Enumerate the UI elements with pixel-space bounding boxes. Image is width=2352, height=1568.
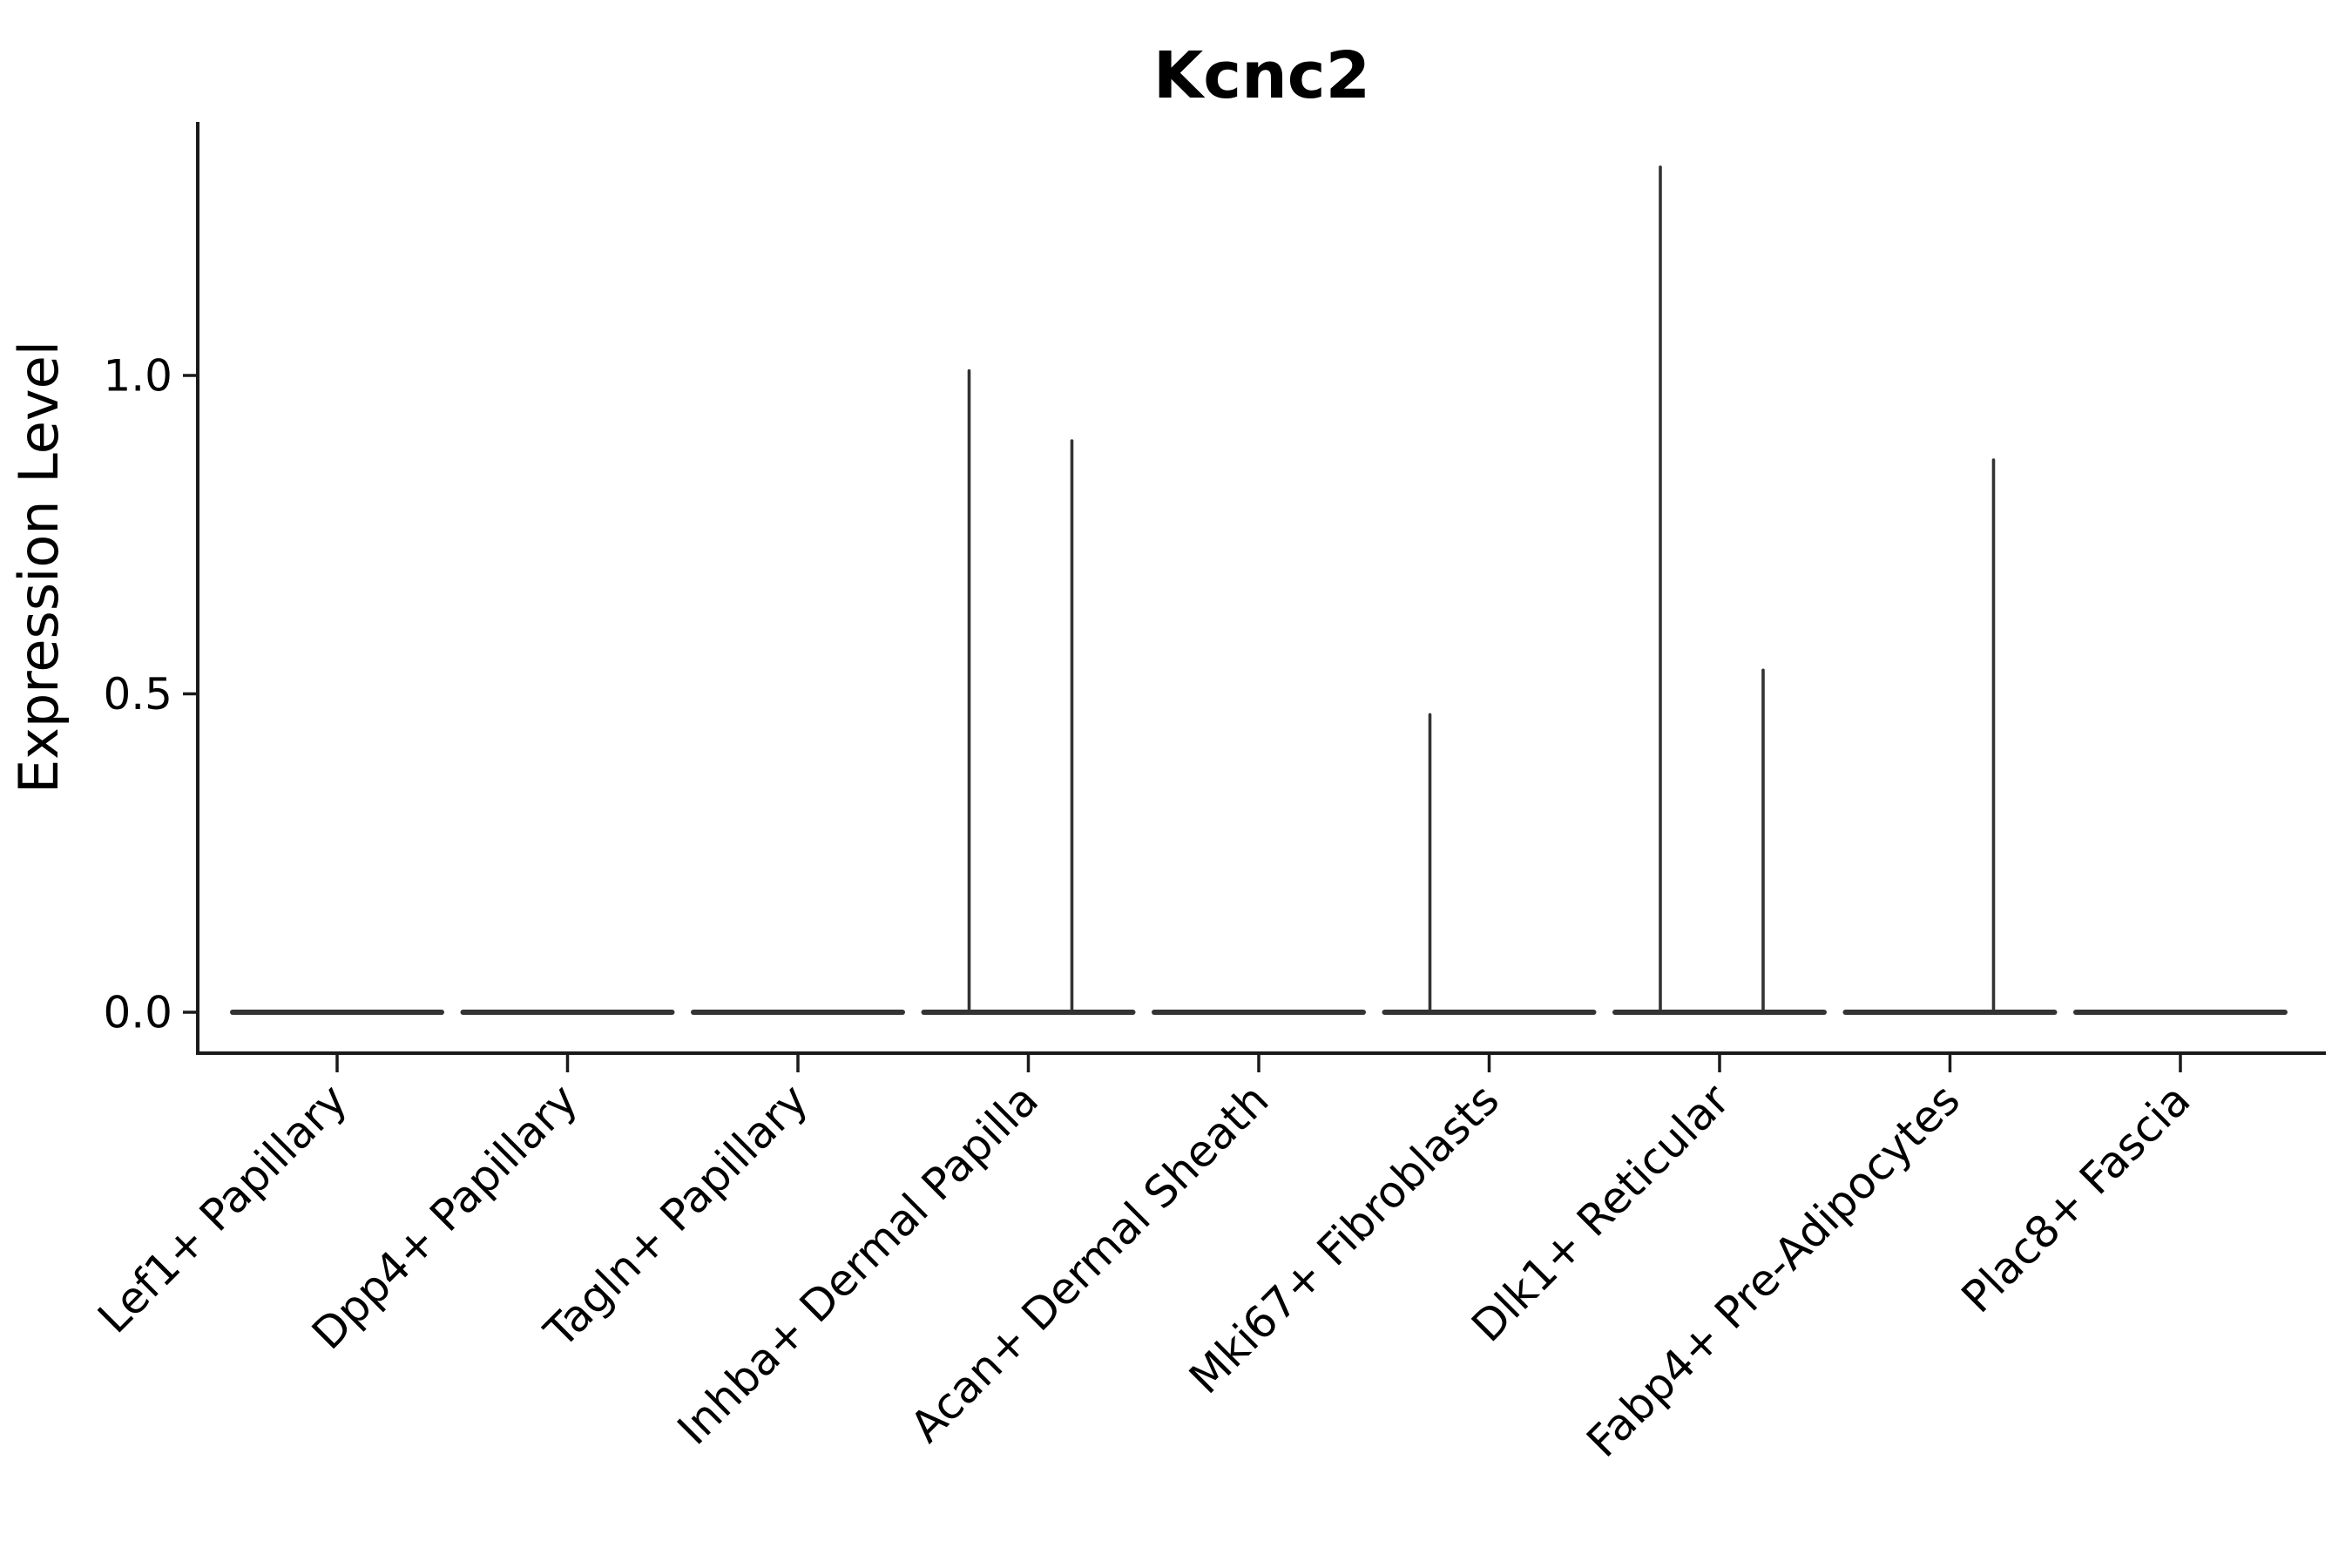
- chart-title: Kcnc2: [1153, 38, 1370, 113]
- y-axis-label: Expression Level: [7, 341, 71, 794]
- y-tick-label: 0.0: [103, 988, 172, 1038]
- y-tick-label: 1.0: [103, 351, 172, 402]
- y-tick-label: 0.5: [103, 669, 172, 720]
